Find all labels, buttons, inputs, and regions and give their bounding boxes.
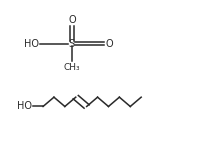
Text: HO: HO [17,101,32,111]
Text: O: O [105,39,112,49]
Text: CH₃: CH₃ [63,63,80,72]
Text: HO: HO [24,39,39,49]
Text: O: O [68,14,75,24]
Text: S: S [68,39,75,49]
